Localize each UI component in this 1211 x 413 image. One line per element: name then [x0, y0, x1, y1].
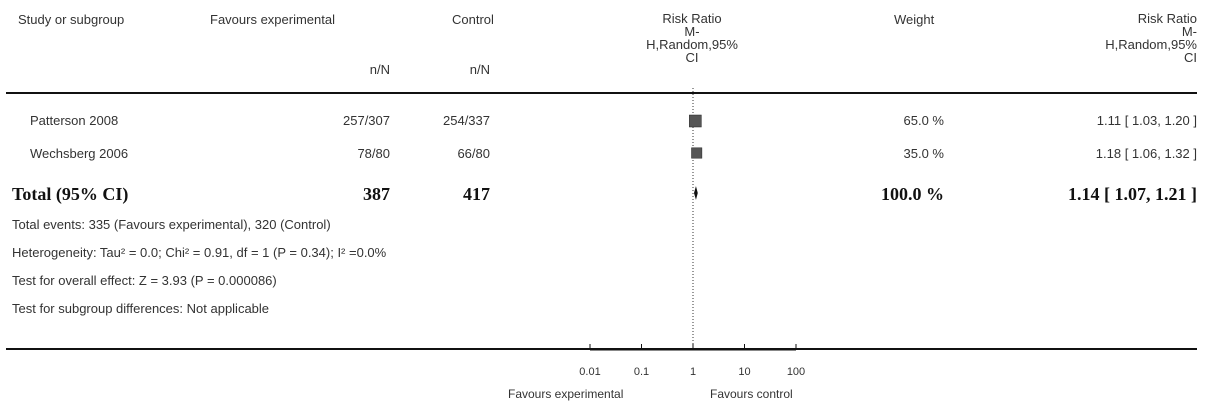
x-axis-tick-label: 10 — [738, 366, 750, 378]
x-axis-tick-label: 0.01 — [579, 366, 600, 378]
study-marker — [689, 114, 702, 128]
header-plot-line3: H,Random,95% — [646, 37, 738, 52]
study-name: Patterson 2008 — [30, 113, 119, 128]
study-experimental: 78/80 — [357, 146, 390, 161]
bottom-rule — [6, 348, 1197, 350]
header-weight: Weight — [894, 12, 935, 27]
favours-control-label: Favours control — [710, 387, 793, 401]
header-study: Study or subgroup — [18, 12, 125, 27]
study-name: Wechsberg 2006 — [30, 146, 129, 161]
note-total-events: Total events: 335 (Favours experimental)… — [12, 217, 331, 232]
note-subgroup: Test for subgroup differences: Not appli… — [12, 301, 270, 316]
study-control: 254/337 — [443, 113, 490, 128]
header-experimental-sub: n/N — [369, 62, 390, 77]
pooled-diamond — [693, 186, 698, 200]
header-plot: Risk Ratio M- H,Random,95% CI — [612, 12, 772, 64]
header-rule — [6, 92, 1197, 94]
total-risk-ratio: 1.14 [ 1.07, 1.21 ] — [1068, 184, 1197, 204]
header-rr-line4: CI — [1184, 50, 1197, 65]
study-experimental: 257/307 — [343, 113, 390, 128]
favours-experimental-label: Favours experimental — [508, 387, 624, 401]
study-weight: 65.0 % — [903, 113, 944, 128]
total-label: Total (95% CI) — [12, 184, 129, 204]
study-control: 66/80 — [457, 146, 490, 161]
study-weight: 35.0 % — [903, 146, 944, 161]
total-weight: 100.0 % — [881, 184, 944, 204]
header-plot-line2: M- — [684, 24, 700, 39]
study-marker — [691, 147, 703, 159]
x-axis-tick-label: 1 — [690, 366, 696, 378]
header-risk-ratio: Risk Ratio M- H,Random,95% CI — [1040, 12, 1197, 64]
study-risk-ratio: 1.18 [ 1.06, 1.32 ] — [1095, 146, 1197, 161]
header-plot-line1: Risk Ratio — [662, 11, 722, 26]
header-plot-line4: CI — [685, 50, 699, 65]
total-experimental: 387 — [363, 184, 390, 204]
study-risk-ratio: 1.11 [ 1.03, 1.20 ] — [1096, 113, 1197, 128]
note-heterogeneity: Heterogeneity: Tau² = 0.0; Chi² = 0.91, … — [12, 245, 387, 260]
header-rr-line2: M- — [1181, 24, 1197, 39]
total-control: 417 — [463, 184, 490, 204]
header-rr-line3: H,Random,95% — [1105, 37, 1197, 52]
header-rr-line1: Risk Ratio — [1137, 11, 1197, 26]
note-overall-effect: Test for overall effect: Z = 3.93 (P = 0… — [12, 273, 277, 288]
x-axis-tick-label: 0.1 — [634, 366, 649, 378]
header-control: Control — [452, 12, 494, 27]
header-experimental: Favours experimental — [210, 12, 335, 27]
header-control-sub: n/N — [469, 62, 490, 77]
x-axis-tick-label: 100 — [787, 366, 805, 378]
